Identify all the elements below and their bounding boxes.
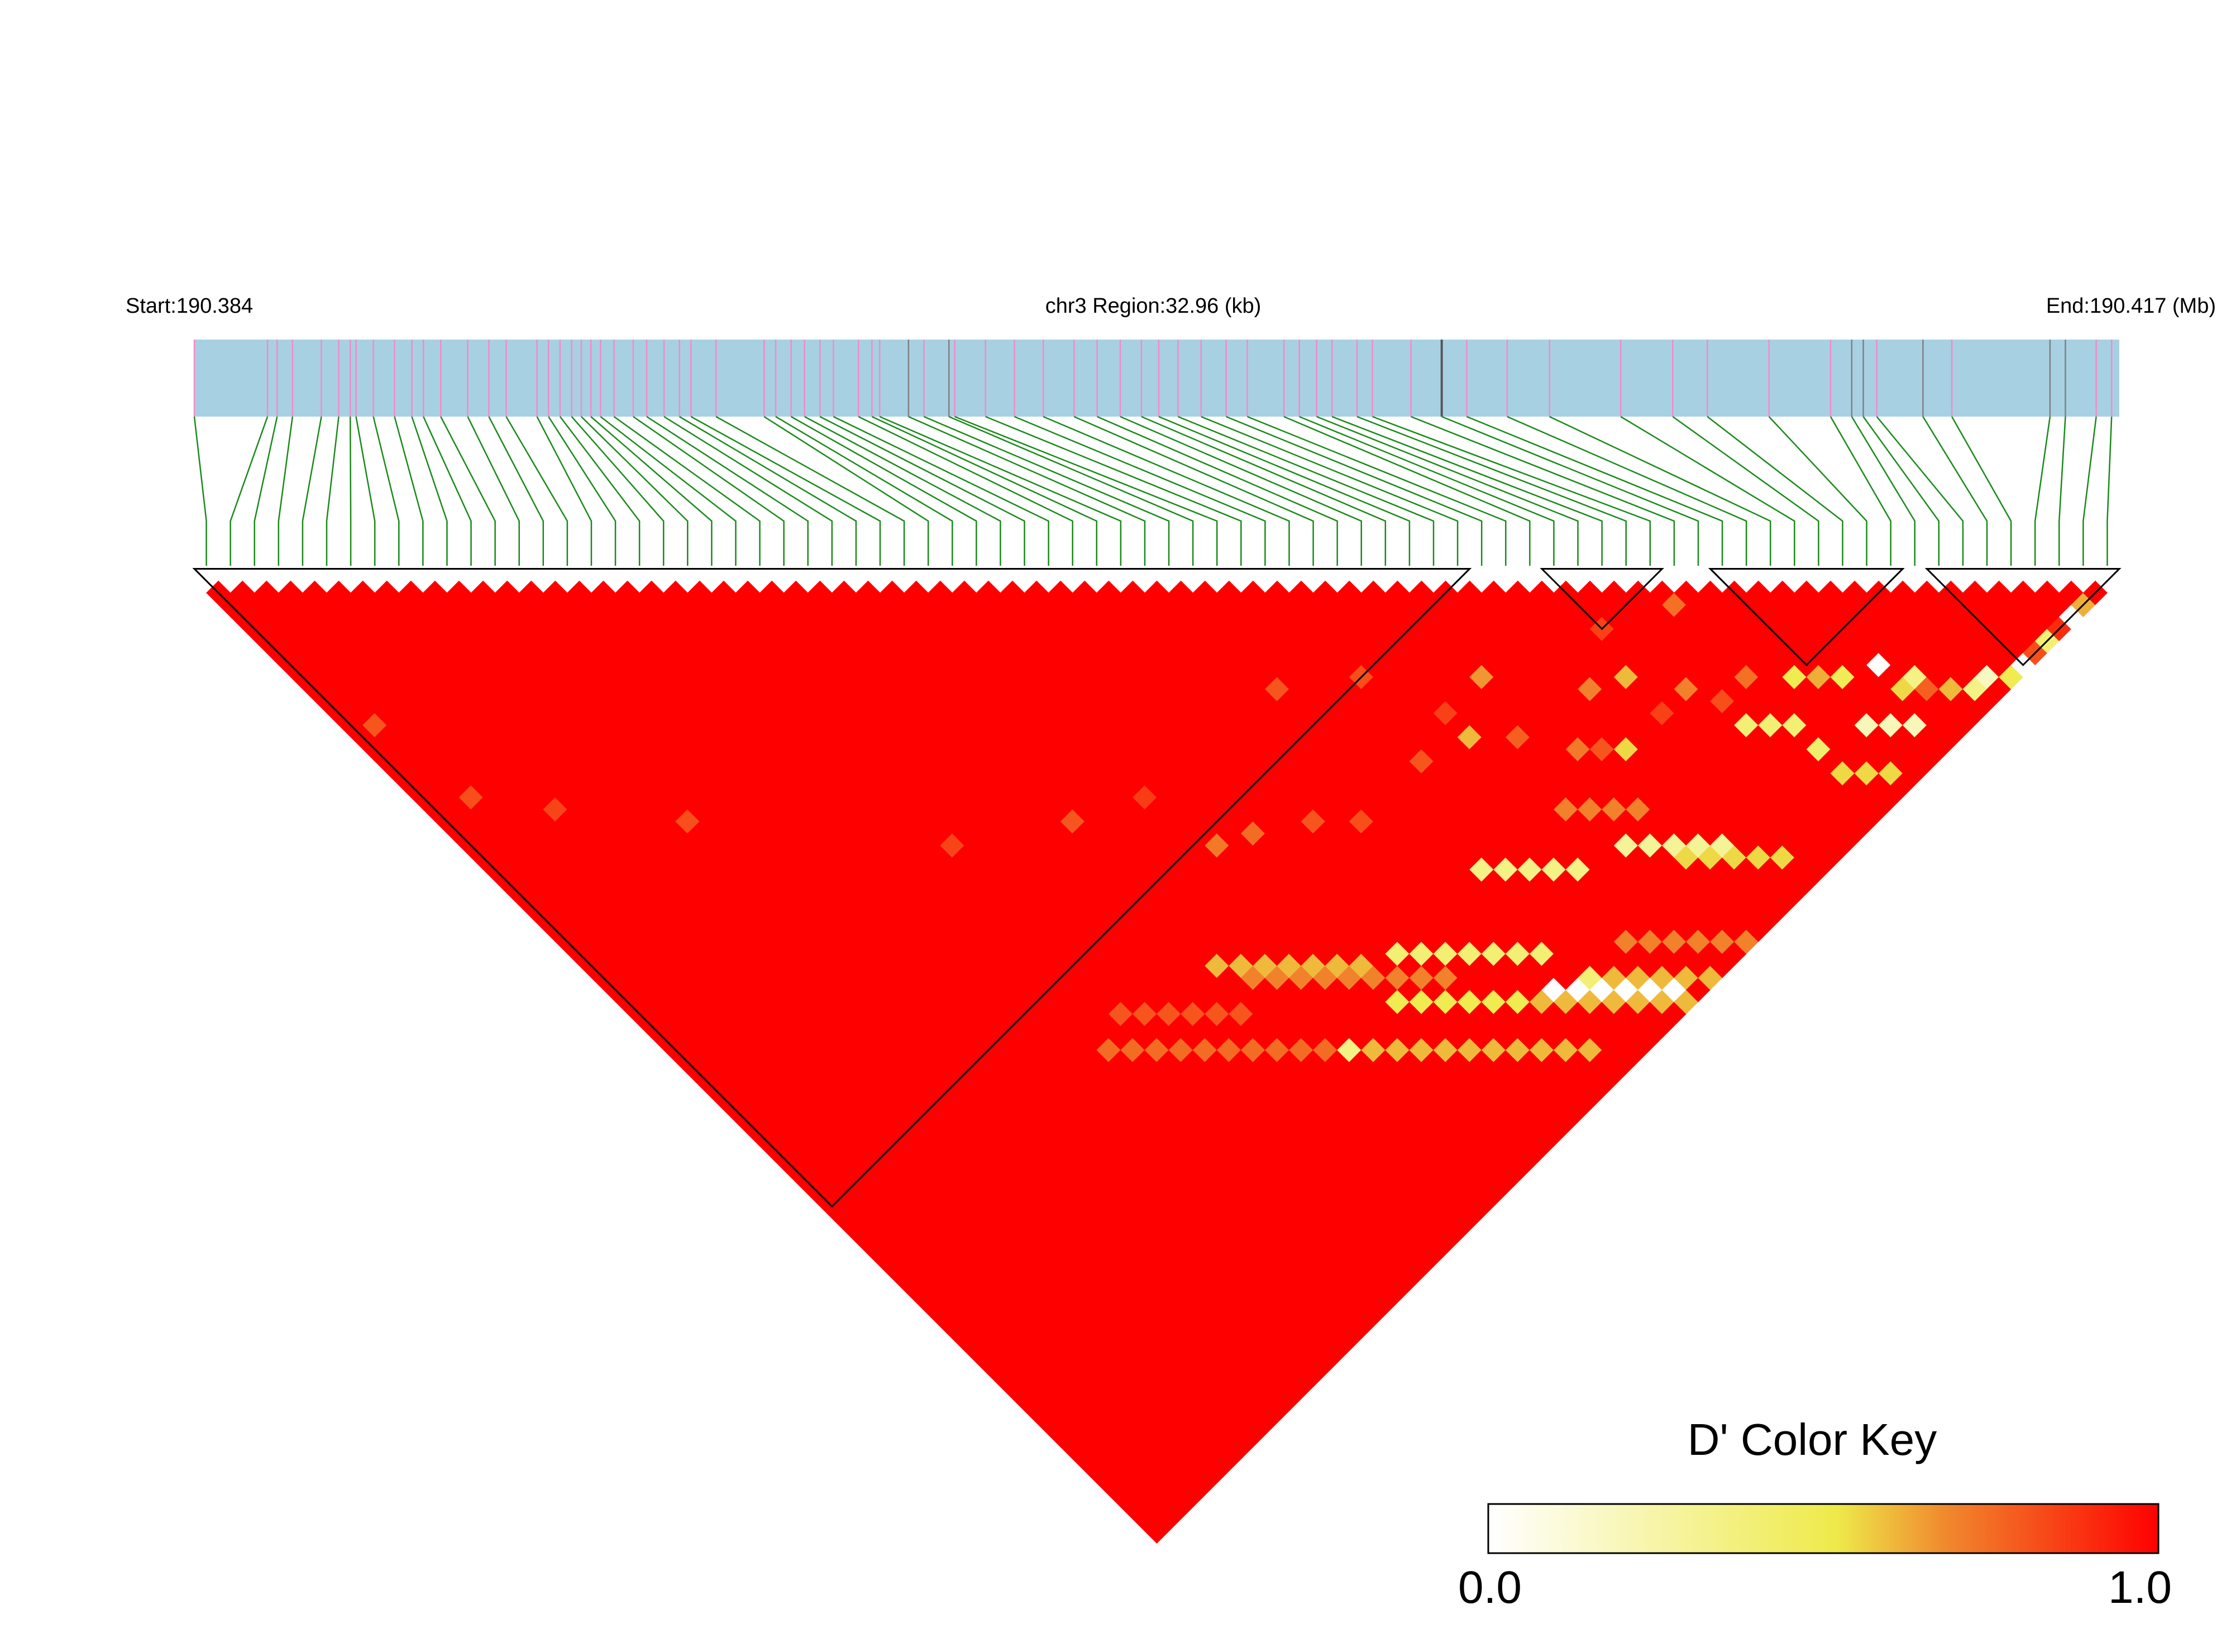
snp-connector-line (254, 416, 278, 566)
snp-connector-line (1120, 416, 1362, 566)
snp-connector-line (879, 416, 1122, 566)
snp-connector-line (1549, 416, 1771, 566)
snp-connector-line (467, 416, 520, 566)
snp-connector-line (571, 416, 665, 566)
snp-connector-line (1620, 416, 1795, 566)
snp-connector-line (230, 416, 269, 566)
snp-connector-line (646, 416, 809, 566)
snp-connector-line (923, 416, 1170, 566)
snp-connector-line (1707, 416, 1843, 566)
snp-connector-line (278, 416, 294, 566)
snp-connector-line (1862, 416, 1940, 566)
ld-block-outline (1708, 567, 1905, 666)
snp-connector-line (819, 416, 1025, 566)
snp-connector-line (613, 416, 761, 566)
snp-connector-line (1316, 416, 1579, 566)
snp-connector-line (1014, 416, 1266, 566)
snp-connector-line (423, 416, 472, 566)
color-key-gradient (1487, 1503, 2160, 1554)
snp-connector-line (1507, 416, 1747, 566)
snp-connector-line (1226, 416, 1483, 566)
ld-block-outline (192, 567, 1472, 1208)
region-start-label: Start:190.384 (126, 294, 253, 318)
snp-connector-line (1876, 416, 1964, 566)
snp-connector-line (1372, 416, 1651, 566)
snp-connector-line (349, 416, 352, 566)
snp-connector-line (355, 416, 376, 566)
snp-connector-line (1247, 416, 1507, 566)
region-center-label: chr3 Region:32.96 (kb) (1045, 294, 1262, 318)
snp-connector-group (193, 416, 2113, 566)
snp-connector-line (302, 416, 322, 566)
snp-connector-line (908, 416, 1146, 566)
snp-connector-line (1922, 416, 1988, 566)
ld-block-outline (1924, 567, 2122, 666)
snp-connector-line (193, 416, 207, 566)
chromosome-region-bar (194, 340, 2119, 417)
color-key-max-label: 1.0 (2108, 1562, 2172, 1613)
snp-connector-line (411, 416, 448, 566)
snp-connector-line (2082, 416, 2097, 566)
snp-marker-group (193, 340, 2113, 417)
snp-connector-line (763, 416, 929, 566)
color-key-min-label: 0.0 (1458, 1562, 1522, 1613)
snp-connector-line (1201, 416, 1459, 566)
ld-cell-group (206, 580, 2108, 1544)
snp-connector-line (548, 416, 617, 566)
snp-connector-line (2034, 416, 2051, 566)
snp-connector-line (1043, 416, 1290, 566)
snp-connector-line (804, 416, 1001, 566)
snp-connector-line (1411, 416, 1675, 566)
snp-connector-line (394, 416, 424, 566)
snp-connector-line (690, 416, 881, 566)
snp-connector-line (1441, 416, 1699, 566)
snp-connector-line (1356, 416, 1627, 566)
snp-connector-line (326, 416, 340, 566)
snp-connector-line (505, 416, 569, 566)
snp-connector-line (1331, 416, 1603, 566)
ld-block-group (192, 567, 2122, 1208)
snp-connector-line (679, 416, 857, 566)
snp-connector-line (1851, 416, 1916, 566)
snp-connector-line (954, 416, 1218, 566)
snp-connector-line (1768, 416, 1867, 566)
snp-connector-line (590, 416, 713, 566)
snp-connector-line (1177, 416, 1435, 566)
snp-connector-line (985, 416, 1242, 566)
snp-connector-line (790, 416, 977, 566)
region-end-label: End:190.417 (Mb) (2046, 294, 2216, 318)
snp-connector-line (858, 416, 1073, 566)
snp-connector-line (372, 416, 400, 566)
snp-connector-line (1283, 416, 1531, 566)
snp-connector-line (1158, 416, 1411, 566)
snp-connector-line (871, 416, 1098, 566)
snp-connector-line (2058, 416, 2066, 566)
snp-connector-line (559, 416, 641, 566)
snp-connector-line (600, 416, 737, 566)
snp-connector-line (1141, 416, 1387, 566)
ld-block-outline (1540, 567, 1664, 631)
snp-connector-line (1466, 416, 1723, 566)
snp-connector-line (2106, 416, 2113, 566)
snp-connector-line (440, 416, 496, 566)
snp-connector-line (1951, 416, 2012, 566)
snp-connector-line (833, 416, 1049, 566)
snp-connector-line (1299, 416, 1555, 566)
snp-connector-line (948, 416, 1194, 566)
snp-connector-line (1829, 416, 1891, 566)
snp-connector-line (536, 416, 593, 566)
snp-connector-line (633, 416, 785, 566)
snp-connector-line (715, 416, 905, 566)
snp-connector-line (488, 416, 544, 566)
snp-connector-line (1097, 416, 1338, 566)
snp-connector-line (775, 416, 953, 566)
snp-connector-line (1672, 416, 1819, 566)
snp-connector-line (1073, 416, 1314, 566)
color-key-title: D' Color Key (1688, 1415, 1937, 1464)
snp-connector-line (663, 416, 833, 566)
snp-connector-line (580, 416, 689, 566)
